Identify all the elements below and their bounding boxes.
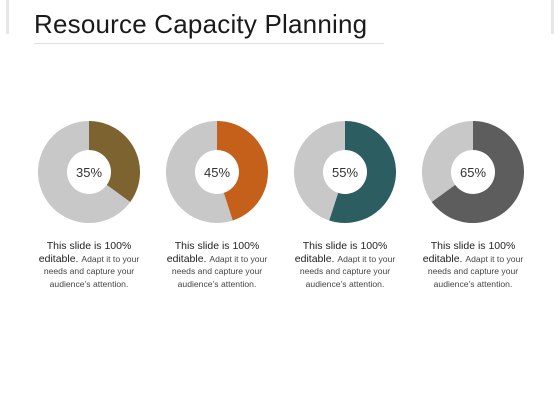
donut-value-slice [329, 121, 396, 223]
caption-line-2: editable. [38, 252, 79, 265]
caption-line-2: editable. [166, 252, 207, 265]
donut-chart: 35% [38, 121, 140, 223]
percent-label: 65% [460, 165, 486, 180]
caption-line-1: This slide is 100% [174, 240, 260, 252]
percent-label: 45% [204, 165, 230, 180]
chart-column: 45% This slide is 100% editable. Adapt i… [161, 120, 273, 290]
donut-value-slice [217, 121, 268, 221]
caption: This slide is 100% editable. Adapt it to… [161, 240, 273, 290]
donut-chart: 65% [422, 121, 524, 223]
caption-body: Adapt it to your needs and capture your … [299, 253, 396, 289]
chart-column: 65% This slide is 100% editable. Adapt i… [417, 120, 529, 290]
caption: This slide is 100% editable. Adapt it to… [417, 240, 529, 290]
percent-label: 35% [76, 165, 102, 180]
donut-chart: 55% [294, 121, 396, 223]
caption-line-2: editable. [422, 252, 463, 265]
caption-line-1: This slide is 100% [46, 240, 132, 252]
caption-line-2: editable. [294, 252, 335, 265]
donut-value-slice [89, 121, 140, 202]
caption-body: Adapt it to your needs and capture your … [171, 253, 268, 289]
chart-column: 55% This slide is 100% editable. Adapt i… [289, 120, 401, 290]
caption: This slide is 100% editable. Adapt it to… [289, 240, 401, 290]
caption-body: Adapt it to your needs and capture your … [43, 253, 140, 289]
donut-remainder-slice [166, 121, 233, 223]
chart-column: 35% This slide is 100% editable. Adapt i… [33, 120, 145, 290]
caption-body: Adapt it to your needs and capture your … [427, 253, 524, 289]
donut-chart-group: 35% This slide is 100% editable. Adapt i… [33, 120, 533, 320]
title-underline [34, 43, 384, 44]
caption: This slide is 100% editable. Adapt it to… [33, 240, 145, 290]
donut-remainder-slice [38, 121, 131, 223]
caption-line-1: This slide is 100% [302, 240, 388, 252]
donut-remainder-slice [422, 121, 473, 202]
percent-label: 55% [332, 165, 358, 180]
donut-chart: 45% [166, 121, 268, 223]
slide-edge-marker-left [6, 0, 9, 34]
donut-value-slice [431, 121, 524, 223]
donut-remainder-slice [294, 121, 345, 221]
slide-title: Resource Capacity Planning [34, 9, 368, 39]
caption-line-1: This slide is 100% [430, 240, 516, 252]
slide-edge-marker-right [551, 0, 554, 34]
